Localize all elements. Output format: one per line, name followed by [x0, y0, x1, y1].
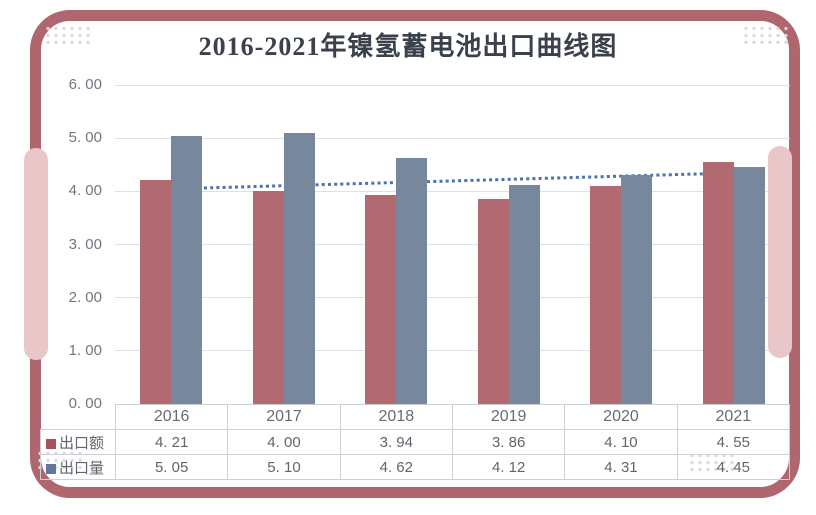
- corner-dots-top-left-icon: [44, 25, 92, 46]
- data-table: 2016 2017 2018 2019 2020 2021 出口额 4. 21 4. 00 3. …: [40, 404, 791, 480]
- cell-export-volume-2020: 4. 31: [564, 454, 678, 480]
- y-axis-tick-label: 5. 00: [68, 129, 102, 147]
- gridline-4.00: [115, 190, 790, 192]
- cell-export-value-2016: 4. 21: [114, 429, 229, 455]
- legend-swatch-export-value-icon: [46, 438, 56, 449]
- cell-export-value-2019: 3. 86: [451, 429, 566, 455]
- cell-export-volume-2017: 5. 10: [227, 454, 341, 480]
- year-header-2018: 2018: [339, 404, 453, 430]
- bar-export-volume-2021: [733, 167, 765, 404]
- bar-export-volume-2017: [283, 132, 315, 404]
- y-axis-tick-label: 1. 00: [68, 341, 102, 359]
- cell-export-value-2018: 3. 94: [339, 429, 453, 455]
- table-corner-ghost-cell: [41, 405, 116, 430]
- cell-export-volume-2018: 4. 62: [339, 454, 453, 480]
- year-header-2019: 2019: [451, 404, 566, 430]
- cell-export-value-2020: 4. 10: [564, 429, 678, 455]
- table-row-export-value: 出口额 4. 21 4. 00 3. 94 3. 86 4. 10 4. 55: [40, 429, 791, 455]
- left-side-tab: [24, 148, 48, 360]
- legend-label: 出口额: [59, 434, 105, 452]
- y-axis-tick-label: 6. 00: [68, 76, 102, 93]
- cell-export-value-2017: 4. 00: [227, 429, 341, 455]
- table-year-row: 2016 2017 2018 2019 2020 2021: [41, 404, 791, 430]
- y-axis-tick-label: 4. 00: [68, 182, 102, 200]
- bar-export-value-2020: [590, 186, 622, 404]
- right-side-tab: [768, 146, 792, 358]
- bar-export-volume-2020: [621, 174, 653, 404]
- table-row-export-volume: 出口量 5. 05 5. 10 4. 62 4. 12 4. 31 4. 45: [40, 454, 791, 480]
- bar-export-value-2017: [252, 191, 284, 404]
- y-axis-tick-label: 2. 00: [68, 288, 102, 306]
- cell-export-volume-2019: 4. 12: [451, 454, 566, 480]
- gridline-1.00: [115, 350, 790, 352]
- year-header-2020: 2020: [564, 404, 678, 430]
- year-header-2017: 2017: [227, 404, 341, 430]
- y-axis-tick-label: 0. 00: [68, 395, 102, 412]
- legend-label: 出口量: [59, 459, 105, 477]
- legend-swatch-export-volume-icon: [46, 463, 56, 474]
- gridline-5.00: [115, 137, 790, 139]
- gridline-6.00: [115, 84, 790, 86]
- bar-export-value-2021: [702, 162, 734, 404]
- cell-export-volume-2021: 4. 45: [676, 454, 791, 480]
- cell-export-volume-2016: 5. 05: [114, 454, 229, 480]
- cell-export-value-2021: 4. 55: [676, 429, 791, 455]
- bar-export-value-2016: [140, 180, 172, 404]
- legend-export-value: 出口额: [40, 429, 116, 455]
- gridline-3.00: [115, 244, 790, 245]
- bar-export-volume-2019: [508, 184, 540, 404]
- legend-export-volume: 出口量: [40, 454, 116, 480]
- page-title: 2016-2021年镍氢蓄电池出口曲线图: [198, 32, 618, 61]
- bar-export-volume-2016: [171, 135, 203, 404]
- year-header-2016: 2016: [114, 404, 229, 430]
- y-axis-tick-label: 3. 00: [68, 235, 102, 253]
- bar-export-volume-2018: [396, 158, 428, 404]
- bar-export-value-2018: [365, 194, 397, 404]
- year-header-2021: 2021: [676, 404, 791, 430]
- bar-export-value-2019: [477, 198, 509, 404]
- gridline-2.00: [115, 297, 790, 299]
- corner-dots-top-right-icon: [742, 25, 790, 46]
